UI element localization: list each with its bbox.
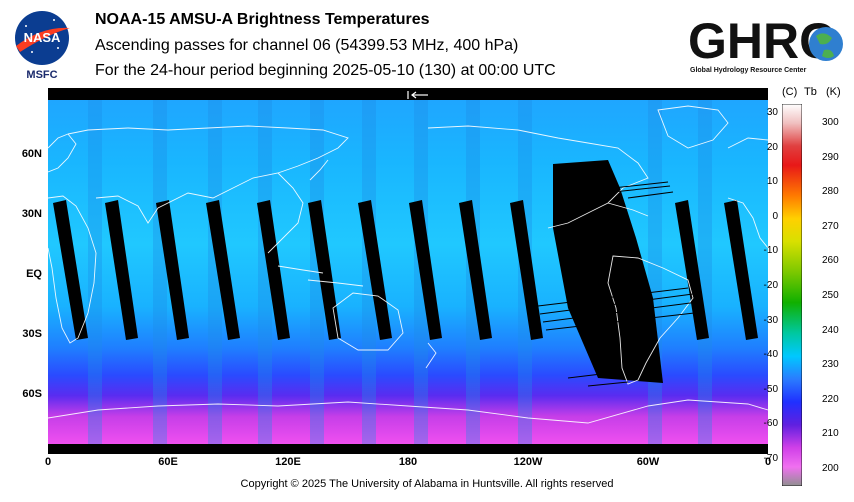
colorbar-celsius-label: -50 — [763, 383, 778, 395]
nasa-center-text: MSFC — [26, 69, 57, 80]
chart-title: NOAA-15 AMSU-A Brightness Temperatures — [95, 11, 430, 28]
colorbar-kelvin-label: 300 — [822, 117, 839, 128]
colorbar-celsius-label: -20 — [763, 280, 778, 291]
lat-label-60s: 60S — [22, 388, 42, 400]
colorbar-kelvin-label: 210 — [822, 428, 839, 440]
colorbar-kelvin-label: 230 — [822, 359, 839, 371]
colorbar-celsius-label: 30 — [766, 107, 778, 118]
ghrc-caption: Global Hydrology Resource Center — [690, 67, 807, 74]
colorbar-kelvin-label: 270 — [822, 220, 839, 232]
lon-label-120w: 120W — [513, 456, 543, 468]
lat-label-30s: 30S — [22, 328, 42, 340]
dateline-arrow-icon — [407, 91, 428, 99]
scan-lines — [537, 181, 704, 387]
lon-label-0-right: 0 — [764, 456, 772, 468]
colorbar-kelvin-label: 260 — [822, 255, 839, 267]
brightness-temperature-map — [48, 88, 768, 454]
lon-label-60w: 60W — [636, 456, 660, 468]
orbit-gaps — [53, 160, 758, 383]
colorbar-kelvin-label: 280 — [822, 186, 839, 198]
lat-label-eq: EQ — [26, 268, 42, 280]
lon-label-180: 180 — [398, 456, 418, 468]
ghrc-logo: GHRC Global Hydrology Resource Center — [688, 10, 848, 76]
colorbar — [781, 103, 803, 487]
lon-label-120e: 120E — [275, 456, 301, 468]
copyright-text: Copyright © 2025 The University of Alaba… — [240, 478, 614, 490]
lon-label-60e: 60E — [158, 456, 178, 468]
lon-label-0: 0 — [44, 456, 52, 468]
colorbar-kelvin-label: 240 — [822, 324, 839, 336]
colorbar-celsius-label: -30 — [763, 314, 778, 326]
colorbar-celsius-label: 0 — [772, 210, 778, 222]
map-bottom-black-bar — [48, 444, 768, 454]
colorbar-celsius-label: 10 — [766, 176, 778, 188]
lat-label-30n: 30N — [21, 208, 42, 220]
colorbar-kelvin-label: 250 — [822, 290, 839, 301]
colorbar-kelvin-label: 290 — [822, 151, 839, 163]
colorbar-head-tb: Tb — [804, 86, 817, 98]
lat-label-60n: 60N — [21, 148, 42, 160]
colorbar-celsius-label: -40 — [763, 349, 778, 361]
nasa-logo-text: NASA — [24, 30, 61, 45]
chart-subtitle: Ascending passes for channel 06 (54399.5… — [95, 37, 519, 54]
colorbar-celsius-label: -70 — [763, 453, 778, 464]
colorbar-head-c: (C) — [782, 86, 798, 98]
colorbar-celsius-label: -60 — [763, 418, 778, 430]
colorbar-kelvin-label: 220 — [822, 393, 839, 405]
coastlines — [48, 105, 768, 424]
colorbar-celsius-label: 20 — [766, 141, 778, 153]
colorbar-kelvin-label: 200 — [822, 463, 839, 474]
nasa-logo: NASA MSFC — [12, 8, 74, 81]
chart-period: For the 24-hour period beginning 2025-05… — [95, 62, 556, 79]
colorbar-gradient — [781, 103, 803, 487]
colorbar-celsius-label: -10 — [763, 245, 778, 257]
colorbar-head-k: (K) — [826, 86, 841, 98]
